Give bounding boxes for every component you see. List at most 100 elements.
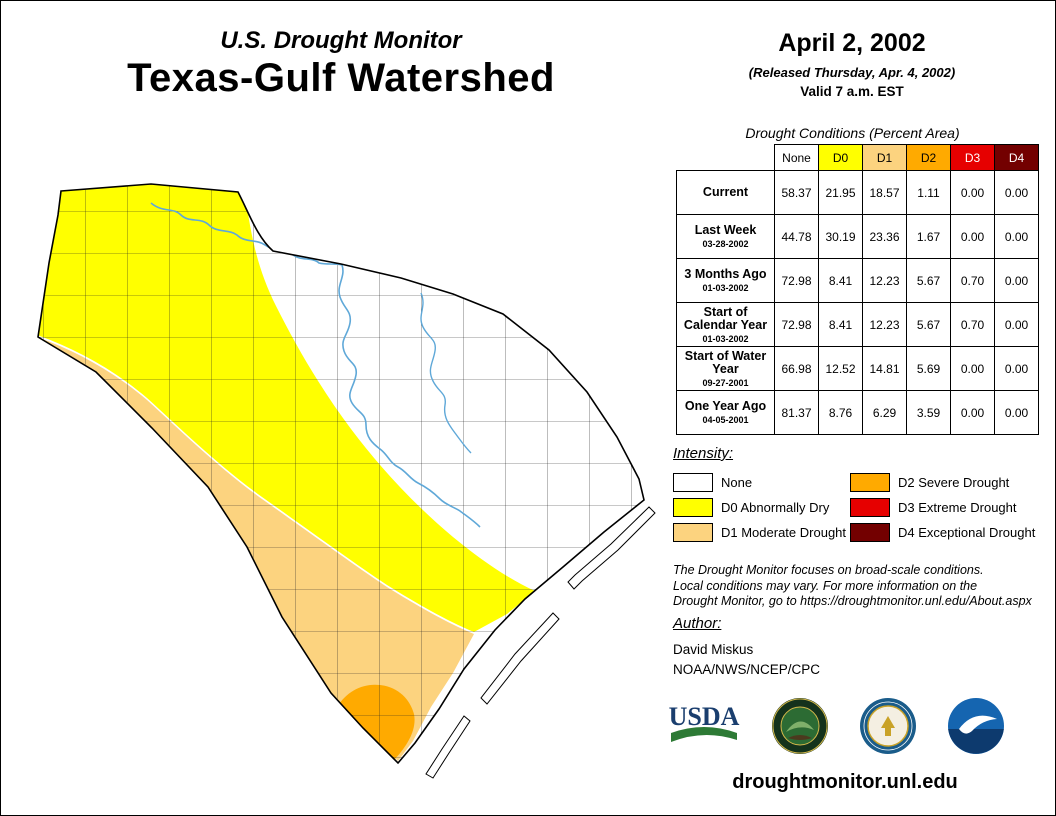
value-cell: 8.76 xyxy=(818,390,863,435)
released-date: (Released Thursday, Apr. 4, 2002) xyxy=(748,65,956,80)
usda-wordmark: USDA xyxy=(669,702,740,731)
col-header-d1: D1 xyxy=(862,144,907,171)
disclaimer-line: Drought Monitor, go to https://droughtmo… xyxy=(673,594,1032,608)
value-cell: 66.98 xyxy=(774,346,819,391)
legend-swatch-d3 xyxy=(850,498,890,517)
value-cell: 0.00 xyxy=(994,302,1039,347)
row-label: Current xyxy=(702,185,749,199)
value-cell: 44.78 xyxy=(774,214,819,259)
disclaimer-line: The Drought Monitor focuses on broad-sca… xyxy=(673,563,984,577)
col-header-d3: D3 xyxy=(950,144,995,171)
legend-swatch-d1 xyxy=(673,523,713,542)
barrier-islands xyxy=(425,506,656,779)
col-header-d4: D4 xyxy=(994,144,1039,171)
usda-logo: USDA xyxy=(669,702,740,742)
row-label-cell: 3 Months Ago 01-03-2002 xyxy=(676,258,775,303)
legend-item: D4 Exceptional Drought xyxy=(850,520,1035,545)
value-cell: 6.29 xyxy=(862,390,907,435)
legend-label: D4 Exceptional Drought xyxy=(898,525,1036,540)
value-cell: 23.36 xyxy=(862,214,907,259)
value-cell: 0.00 xyxy=(950,214,995,259)
row-label: Start of Calendar Year xyxy=(683,304,768,332)
row-date: 04-05-2001 xyxy=(702,415,749,425)
col-header-d0: D0 xyxy=(818,144,863,171)
author-organization: NOAA/NWS/NCEP/CPC xyxy=(673,662,821,677)
value-cell: 0.00 xyxy=(994,258,1039,303)
row-label-cell: Start of Water Year 09-27-2001 xyxy=(676,346,775,391)
value-cell: 12.52 xyxy=(818,346,863,391)
table-header-row: None D0 D1 D2 D3 D4 xyxy=(676,144,1039,171)
table-row: Start of Water Year 09-27-2001 66.98 12.… xyxy=(676,346,1039,391)
row-date: 01-03-2002 xyxy=(702,283,749,293)
disclaimer: The Drought Monitor focuses on broad-sca… xyxy=(673,563,1032,610)
table-row: Current 58.37 21.95 18.57 1.11 0.00 0.00 xyxy=(676,170,1039,215)
value-cell: 0.70 xyxy=(950,302,995,347)
value-cell: 14.81 xyxy=(862,346,907,391)
value-cell: 72.98 xyxy=(774,302,819,347)
legend-swatch-d4 xyxy=(850,523,890,542)
drought-conditions-table: None D0 D1 D2 D3 D4 Current 58.37 21.95 … xyxy=(676,144,1039,435)
ndmc-landscape-icon xyxy=(786,721,814,732)
col-header-none: None xyxy=(774,144,819,171)
col-header-d2: D2 xyxy=(906,144,951,171)
ndmc-gold-ring-icon xyxy=(772,698,828,754)
value-cell: 0.70 xyxy=(950,258,995,303)
row-label: Start of Water Year xyxy=(684,348,767,376)
drought-map xyxy=(21,166,661,781)
report-supertitle: U.S. Drought Monitor xyxy=(220,27,462,54)
valid-time: Valid 7 a.m. EST xyxy=(800,84,904,99)
commerce-ring-line-icon xyxy=(863,701,913,751)
row-date: 01-03-2002 xyxy=(702,333,749,344)
legend-label: D3 Extreme Drought xyxy=(898,500,1017,515)
author-section: Author: David Miskus NOAA/NWS/NCEP/CPC xyxy=(673,615,820,677)
legend-item: D3 Extreme Drought xyxy=(850,495,1035,520)
row-label: Last Week xyxy=(694,223,757,237)
value-cell: 0.00 xyxy=(950,346,995,391)
ndmc-soil-icon xyxy=(788,735,812,740)
legend-item: None xyxy=(673,470,850,495)
legend-swatch-none xyxy=(673,473,713,492)
usda-field-swoosh-icon xyxy=(671,727,737,742)
header-left: U.S. Drought Monitor Texas-Gulf Watershe… xyxy=(61,27,621,101)
row-label-cell: Current xyxy=(676,170,775,215)
report-date: April 2, 2002 xyxy=(778,29,926,57)
table-row: Start of Calendar Year 01-03-2002 72.98 … xyxy=(676,302,1039,347)
barrier-island xyxy=(567,506,656,590)
commerce-seal-logo xyxy=(860,698,916,754)
value-cell: 12.23 xyxy=(862,302,907,347)
value-cell: 21.95 xyxy=(818,170,863,215)
value-cell: 0.00 xyxy=(950,170,995,215)
row-date: 09-27-2001 xyxy=(702,377,749,388)
value-cell: 5.67 xyxy=(906,302,951,347)
author-name: David Miskus xyxy=(673,642,754,657)
disclaimer-line: Local conditions may vary. For more info… xyxy=(673,578,978,593)
footer-url: droughtmonitor.unl.edu xyxy=(732,771,958,793)
row-label-cell: One Year Ago 04-05-2001 xyxy=(676,390,775,435)
barrier-island xyxy=(480,612,560,705)
value-cell: 8.41 xyxy=(818,302,863,347)
legend-item: D0 Abnormally Dry xyxy=(673,495,850,520)
value-cell: 8.41 xyxy=(818,258,863,303)
value-cell: 12.23 xyxy=(862,258,907,303)
legend-label: None xyxy=(721,475,753,490)
author-title: Author: xyxy=(673,615,722,632)
value-cell: 72.98 xyxy=(774,258,819,303)
commerce-eagle-icon xyxy=(881,716,895,736)
row-label: 3 Months Ago xyxy=(684,267,767,281)
legend-swatch-d2 xyxy=(850,473,890,492)
header-right: April 2, 2002 (Released Thursday, Apr. 4… xyxy=(697,29,1007,99)
watershed-map-svg xyxy=(37,183,656,779)
river-main xyxy=(338,264,481,528)
legend-label: D1 Moderate Drought xyxy=(721,525,847,540)
value-cell: 0.00 xyxy=(994,346,1039,391)
table-corner-cell xyxy=(676,144,775,171)
logo-row: USDA xyxy=(667,697,1005,755)
legend-item: D1 Moderate Drought xyxy=(673,520,850,545)
intensity-legend: Intensity: None D0 Abnormally Dry D1 Mod… xyxy=(673,445,1035,545)
legend-swatch-d0 xyxy=(673,498,713,517)
noaa-ocean-icon xyxy=(948,729,1004,754)
table-row: One Year Ago 04-05-2001 81.37 8.76 6.29 … xyxy=(676,390,1039,435)
river-upper xyxy=(150,202,343,266)
table-row: Last Week 03-28-2002 44.78 30.19 23.36 1… xyxy=(676,214,1039,259)
